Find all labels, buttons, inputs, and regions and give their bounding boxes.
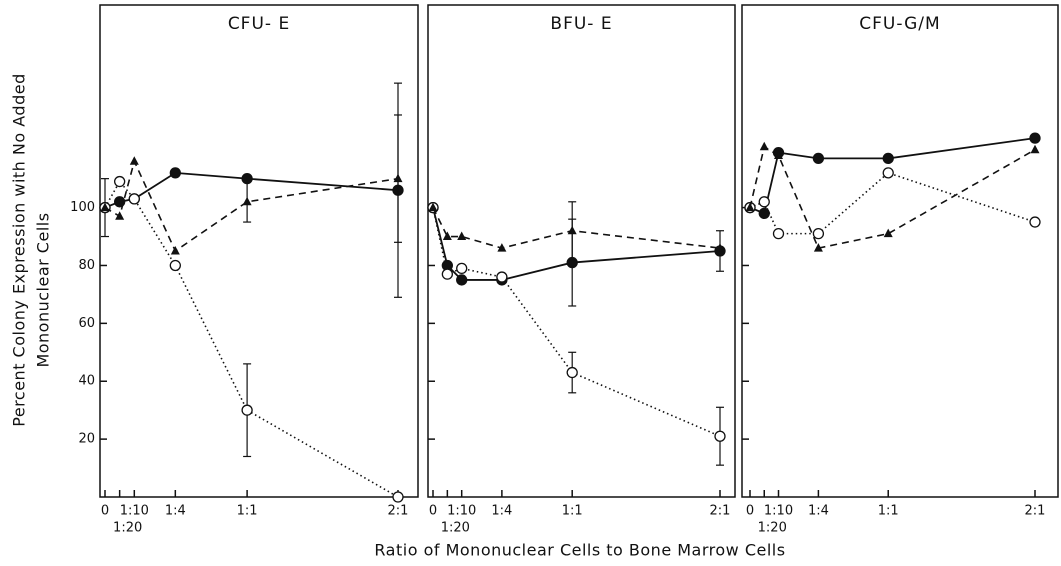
series-line	[432, 207, 721, 437]
circle-marker	[441, 268, 454, 280]
triangle-marker	[745, 202, 755, 212]
y-tick-label: 100	[70, 200, 95, 215]
series-line	[104, 180, 399, 498]
x-tick-label: 1:20	[758, 521, 787, 536]
x-tick-label: 1:10	[764, 504, 793, 519]
x-tick-label: 0	[746, 504, 754, 519]
triangle-marker	[715, 243, 725, 252]
circle-marker	[812, 227, 825, 240]
circle-marker	[496, 271, 508, 283]
triangle-marker	[567, 225, 577, 235]
x-tick-label: 1:1	[878, 504, 899, 519]
circle-marker	[772, 227, 785, 240]
triangle-marker	[170, 246, 180, 255]
y-tick-label: 60	[78, 316, 95, 331]
y-tick-label: 80	[78, 258, 95, 273]
series-line	[104, 158, 399, 253]
series-line	[432, 207, 721, 281]
circle-marker	[566, 366, 578, 379]
circle-marker	[241, 404, 253, 416]
circle-marker	[169, 167, 181, 179]
y-axis-label: Mononuclear Cells	[34, 212, 53, 367]
series-line	[749, 171, 1036, 235]
triangle-marker	[393, 173, 403, 183]
panel-frame	[99, 4, 419, 498]
x-tick-label: 2:1	[1025, 504, 1046, 519]
x-tick-label: 0	[101, 504, 109, 519]
circle-marker	[758, 196, 770, 208]
x-axis-label: Ratio of Mononuclear Cells to Bone Marro…	[374, 541, 785, 560]
triangle-marker	[457, 231, 467, 241]
panel-title: BFU- E	[550, 14, 612, 34]
circle-marker	[456, 262, 468, 275]
series-line	[749, 145, 1036, 250]
panel-title: CFU- E	[228, 14, 290, 34]
y-tick-label: 40	[78, 374, 95, 389]
x-tick-label: 2:1	[710, 504, 731, 519]
panel-frame	[741, 4, 1059, 498]
triangle-marker	[813, 243, 823, 252]
x-tick-label: 1:10	[447, 504, 476, 519]
circle-marker	[882, 167, 894, 179]
panel-frame	[427, 4, 736, 498]
triangle-marker	[759, 141, 769, 151]
series-line	[432, 207, 721, 249]
circle-marker	[128, 193, 140, 205]
panel-title: CFU-G/M	[859, 14, 940, 34]
circle-marker	[758, 207, 770, 220]
x-tick-label: 1:20	[441, 521, 470, 536]
circle-marker	[169, 259, 181, 272]
triangle-marker	[442, 231, 452, 241]
circle-marker	[114, 175, 126, 188]
y-axis-label: Percent Colony Expression with No Added	[10, 73, 29, 426]
triangle-marker	[428, 202, 438, 212]
triangle-marker	[100, 202, 110, 212]
circle-marker	[392, 491, 404, 503]
circle-marker	[456, 274, 468, 286]
x-tick-label: 2:1	[388, 504, 409, 519]
x-tick-label: 1:1	[237, 504, 258, 519]
x-tick-label: 0	[429, 504, 437, 519]
triangle-marker	[115, 211, 125, 220]
circle-marker	[1029, 216, 1041, 228]
triangle-marker	[497, 243, 507, 252]
triangle-marker	[129, 156, 139, 165]
x-tick-label: 1:4	[808, 504, 829, 519]
triangle-marker	[883, 228, 893, 238]
circle-marker	[1029, 132, 1041, 144]
triangle-marker	[774, 150, 783, 159]
x-tick-label: 1:20	[113, 521, 142, 536]
circle-marker	[714, 430, 726, 442]
circle-marker	[882, 152, 894, 165]
x-tick-label: 1:10	[120, 504, 149, 519]
x-tick-label: 1:4	[491, 504, 512, 519]
x-tick-label: 1:1	[562, 504, 583, 519]
triangle-marker	[242, 196, 252, 206]
triangle-marker	[1030, 144, 1040, 154]
y-tick-label: 20	[78, 432, 95, 447]
circle-marker	[812, 152, 825, 165]
x-tick-label: 1:4	[165, 504, 186, 519]
